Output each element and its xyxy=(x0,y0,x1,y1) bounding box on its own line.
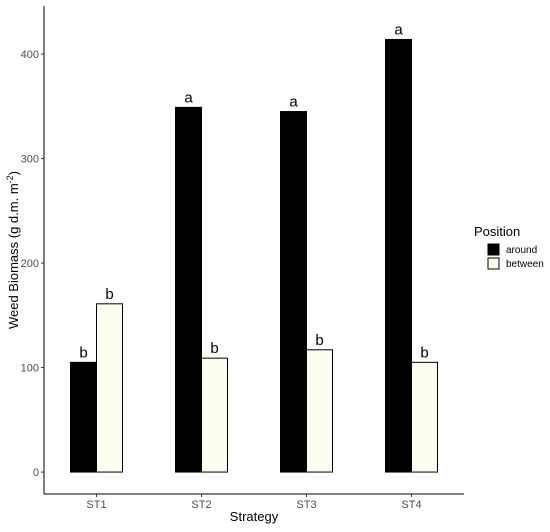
axes xyxy=(43,6,464,495)
y-axis-title-end: ) xyxy=(6,171,21,175)
bar-between-st2 xyxy=(201,357,228,473)
significance-label: b xyxy=(420,344,428,361)
x-tick-label: ST2 xyxy=(191,499,211,511)
y-axis-title: Weed Biomass (g d.m. m-2) xyxy=(5,171,21,329)
bar-between-st3 xyxy=(306,349,333,473)
x-tick-label: ST3 xyxy=(296,499,316,511)
x-tick-label: ST1 xyxy=(86,499,106,511)
legend-label-around: around xyxy=(506,245,537,256)
significance-label: a xyxy=(394,21,403,38)
bar-around-st3 xyxy=(280,111,307,473)
y-tick-label: 0 xyxy=(33,467,39,479)
bars-layer xyxy=(70,38,438,473)
y-ticks: 0 100 200 300 400 xyxy=(21,49,44,479)
y-tick-label: 400 xyxy=(21,49,39,61)
legend-title: Position xyxy=(474,224,520,239)
y-tick-label: 100 xyxy=(21,363,39,375)
significance-label: a xyxy=(289,94,298,111)
significance-label: b xyxy=(79,344,87,361)
y-tick-label: 300 xyxy=(21,154,39,166)
legend-key-between xyxy=(487,257,500,270)
significance-label: a xyxy=(184,89,193,106)
legend-key-around xyxy=(487,243,500,256)
significance-label: b xyxy=(210,340,218,357)
x-ticks: ST1 ST2 ST3 ST4 xyxy=(86,494,422,511)
y-axis-title-superscript: -2 xyxy=(5,175,15,183)
significance-label: b xyxy=(105,286,113,303)
bar-between-st1 xyxy=(96,303,123,473)
bar-around-st2 xyxy=(175,106,202,473)
significance-labels: b b a b a b a b xyxy=(79,21,428,361)
bar-around-st1 xyxy=(70,361,97,473)
y-tick-label: 200 xyxy=(21,258,39,270)
bar-around-st4 xyxy=(385,38,412,473)
y-axis-title-main: Weed Biomass (g d.m. m xyxy=(6,183,21,329)
bar-between-st4 xyxy=(411,361,438,473)
legend-label-between: between xyxy=(506,259,544,270)
significance-label: b xyxy=(315,332,323,349)
x-axis-title: Strategy xyxy=(230,509,279,524)
x-tick-label: ST4 xyxy=(401,499,421,511)
legend-items: around between xyxy=(487,243,544,270)
legend: Position around between xyxy=(474,224,544,270)
